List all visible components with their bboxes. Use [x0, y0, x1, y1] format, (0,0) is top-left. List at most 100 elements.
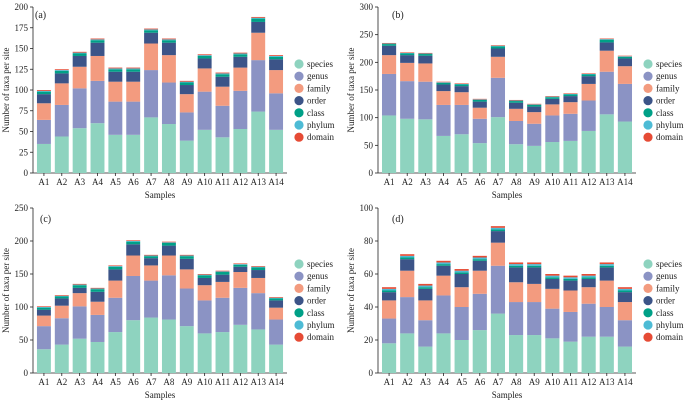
bar-segment-class-a7 [490, 229, 506, 232]
bar-segment-species-a6 [126, 320, 141, 373]
bar-segment-domain-a6 [472, 255, 487, 258]
bar-segment-domain-a9 [527, 103, 542, 105]
bar-segment-genus-a13 [599, 71, 614, 115]
x-axis-title: Samples [145, 190, 176, 200]
legend-label-phylum: phylum [656, 120, 684, 130]
bar-segment-order-a3 [72, 55, 87, 67]
bar-segment-class-a2 [54, 70, 69, 74]
legend-label-phylum: phylum [656, 320, 684, 330]
bar-segment-phylum-a11 [215, 73, 230, 75]
x-tick-label: A14 [268, 177, 284, 187]
bar-segment-species-a7 [490, 313, 506, 373]
bar-segment-domain-a14 [617, 55, 633, 57]
bar-segment-order-a5 [454, 274, 469, 288]
bar-segment-species-a5 [108, 134, 123, 173]
bar-segment-species-a7 [144, 317, 159, 373]
bar-segment-species-a8 [508, 144, 524, 173]
bar-segment-genus-a13 [251, 60, 266, 112]
bar-segment-class-a4 [436, 264, 451, 266]
bar-segment-genus-a6 [126, 275, 141, 321]
bar-segment-phylum-a6 [472, 257, 487, 260]
bar-segment-genus-a2 [54, 318, 69, 345]
bar-segment-order-a2 [400, 259, 415, 271]
legend-label-species: species [307, 59, 333, 69]
legend-label-genus: genus [307, 271, 328, 281]
bar-segment-order-a9 [179, 85, 194, 95]
bar-segment-phylum-a3 [418, 53, 433, 55]
y-tick-label: 80 [364, 236, 374, 246]
bar-segment-species-a3 [418, 119, 433, 173]
bar-segment-family-a8 [161, 55, 176, 83]
legend-swatch-family [643, 83, 653, 93]
bar-segment-genus-a4 [436, 295, 451, 334]
x-tick-label: A6 [128, 177, 139, 187]
bar-segment-domain-a10 [545, 274, 560, 276]
bar-segment-order-a14 [269, 300, 284, 308]
bar-segment-species-a3 [72, 338, 87, 373]
bar-segment-species-a7 [144, 117, 159, 173]
bar-segment-class-a10 [197, 55, 212, 59]
bar-segment-class-a13 [251, 18, 266, 22]
x-tick-label: A3 [74, 177, 85, 187]
bar-segment-domain-a10 [545, 96, 560, 97]
bar-segment-genus-a5 [108, 101, 123, 135]
bar-segment-order-a14 [617, 58, 633, 67]
x-tick-label: A2 [56, 377, 67, 387]
bar-segment-family-a14 [269, 70, 284, 94]
bar-segment-species-a14 [269, 344, 284, 373]
bar-segment-phylum-a13 [251, 17, 266, 19]
legend-label-family: family [307, 83, 331, 93]
bar-segment-phylum-a1 [381, 288, 397, 291]
bar-segment-phylum-a12 [233, 264, 248, 265]
bar-segment-domain-a4 [90, 287, 105, 289]
bar-segment-genus-a12 [581, 303, 596, 337]
x-tick-label: A13 [599, 177, 615, 187]
x-tick-label: A11 [215, 377, 230, 387]
bar-segment-family-a7 [144, 43, 159, 71]
bar-segment-domain-a8 [508, 262, 524, 265]
bar-segment-domain-a5 [108, 265, 123, 267]
y-tick-label: 100 [360, 203, 374, 213]
bar-segment-domain-a11 [215, 72, 230, 74]
bar-segment-phylum-a13 [251, 266, 266, 268]
bar-segment-family-a14 [617, 302, 633, 321]
bar-segment-genus-a11 [563, 113, 578, 141]
bar-segment-domain-a1 [381, 287, 397, 289]
bar-segment-phylum-a14 [269, 297, 284, 299]
bar-segment-order-a2 [54, 73, 69, 84]
bar-segment-domain-a3 [418, 52, 433, 54]
bar-segment-domain-a14 [617, 287, 633, 289]
bar-segment-class-a3 [72, 285, 87, 288]
bar-segment-order-a6 [472, 101, 487, 108]
bar-segment-order-a6 [472, 260, 487, 271]
bar-segment-phylum-a13 [599, 264, 614, 266]
bar-segment-phylum-a6 [472, 99, 487, 100]
x-tick-label: A4 [92, 177, 103, 187]
x-tick-label: A8 [163, 377, 174, 387]
bar-segment-order-a13 [251, 21, 266, 33]
bar-segment-class-a2 [54, 296, 69, 299]
bar-segment-class-a8 [161, 242, 176, 246]
bar-segment-family-a4 [90, 55, 105, 81]
bar-segment-genus-a3 [418, 81, 433, 120]
bar-segment-family-a14 [617, 66, 633, 84]
bar-segment-order-a1 [381, 292, 397, 301]
y-tick-label: 300 [360, 2, 374, 12]
bar-segment-species-a1 [36, 349, 51, 373]
bar-segment-class-a9 [179, 256, 194, 259]
y-axis-title: Number of taxa per site [346, 248, 356, 333]
bar-segment-class-a11 [563, 94, 578, 97]
bar-segment-order-a1 [36, 309, 51, 316]
bar-segment-species-a1 [36, 143, 51, 173]
bar-segment-phylum-a14 [269, 55, 284, 57]
bar-segment-genus-a6 [472, 293, 487, 331]
bar-segment-class-a1 [36, 91, 51, 95]
legend-swatch-phylum [643, 120, 653, 130]
legend-swatch-phylum [294, 320, 304, 330]
bar-segment-domain-a9 [179, 80, 194, 82]
bar-segment-genus-a10 [545, 115, 560, 143]
y-axis-title: Number of taxa per site [1, 248, 11, 333]
bar-segment-family-a3 [72, 293, 87, 307]
x-axis-title: Samples [492, 390, 523, 400]
bar-segment-order-a10 [197, 277, 212, 286]
